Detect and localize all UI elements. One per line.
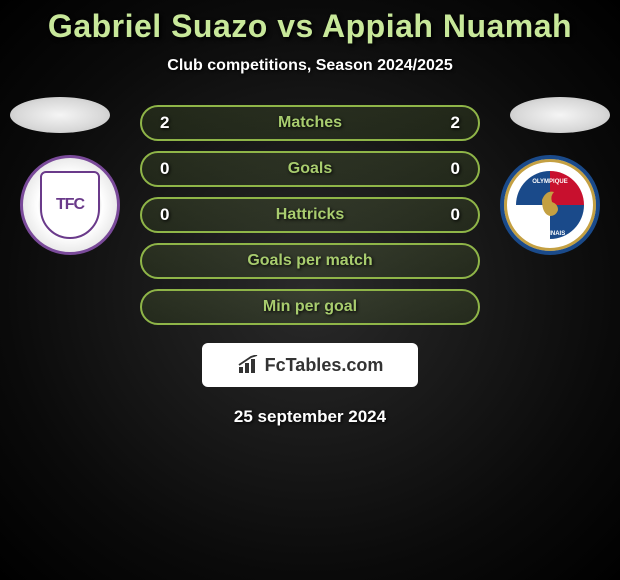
stat-left-hattricks: 0 bbox=[160, 205, 180, 225]
stat-label-hattricks: Hattricks bbox=[276, 206, 344, 224]
team-left-logo: TFC bbox=[20, 155, 120, 255]
team-left-abbr: TFC bbox=[56, 196, 84, 214]
stat-row-gpm: Goals per match bbox=[140, 243, 480, 279]
stat-row-hattricks: 0 Hattricks 0 bbox=[140, 197, 480, 233]
lyon-crest-icon: OLYMPIQUE LYONNAIS bbox=[510, 165, 590, 245]
stat-label-gpm: Goals per match bbox=[247, 252, 372, 270]
svg-text:OLYMPIQUE: OLYMPIQUE bbox=[532, 179, 567, 185]
subtitle: Club competitions, Season 2024/2025 bbox=[0, 57, 620, 75]
stat-row-goals: 0 Goals 0 bbox=[140, 151, 480, 187]
stat-left-goals: 0 bbox=[160, 159, 180, 179]
stat-row-mpg: Min per goal bbox=[140, 289, 480, 325]
brand-box[interactable]: FcTables.com bbox=[202, 343, 418, 387]
stat-row-matches: 2 Matches 2 bbox=[140, 105, 480, 141]
stat-right-hattricks: 0 bbox=[440, 205, 460, 225]
stat-label-matches: Matches bbox=[278, 114, 342, 132]
brand-text: FcTables.com bbox=[265, 355, 384, 376]
date-label: 25 september 2024 bbox=[0, 407, 620, 427]
team-left-shield: TFC bbox=[40, 171, 100, 239]
stat-left-matches: 2 bbox=[160, 113, 180, 133]
comparison-card: Gabriel Suazo vs Appiah Nuamah Club comp… bbox=[0, 0, 620, 427]
player-left-avatar bbox=[10, 97, 110, 133]
player-right-avatar bbox=[510, 97, 610, 133]
stats-area: TFC OLYMPIQUE LYONNAIS 2 Matches 2 0 Goa… bbox=[0, 105, 620, 325]
svg-text:LYONNAIS: LYONNAIS bbox=[535, 231, 565, 237]
stat-right-goals: 0 bbox=[440, 159, 460, 179]
stat-right-matches: 2 bbox=[440, 113, 460, 133]
stat-label-mpg: Min per goal bbox=[263, 298, 357, 316]
team-right-logo: OLYMPIQUE LYONNAIS bbox=[500, 155, 600, 255]
stat-label-goals: Goals bbox=[288, 160, 332, 178]
page-title: Gabriel Suazo vs Appiah Nuamah bbox=[0, 8, 620, 45]
fctables-chart-icon bbox=[237, 355, 261, 375]
